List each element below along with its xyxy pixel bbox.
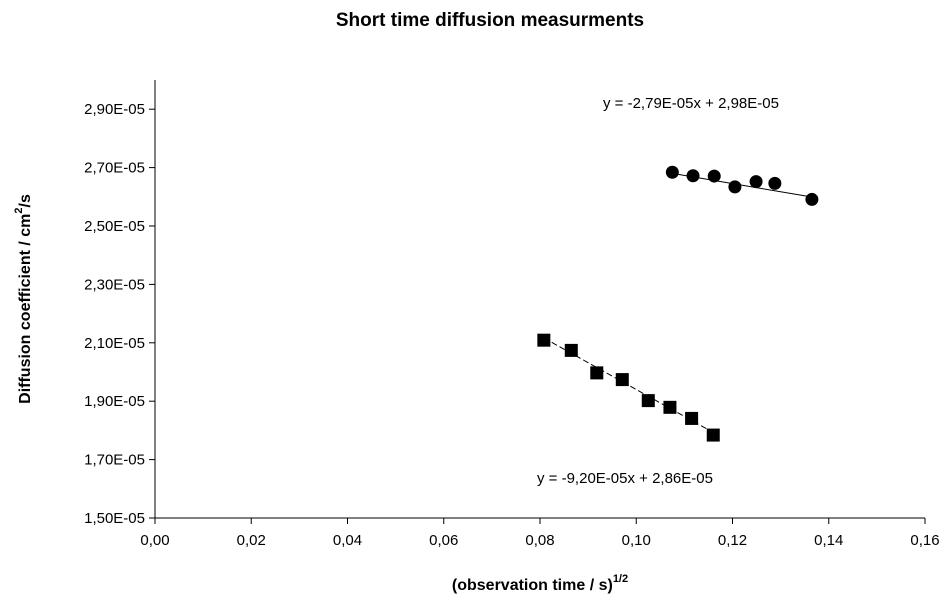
x-tick-label: 0,08 <box>525 532 554 549</box>
data-point-square <box>641 394 655 408</box>
x-ticks: 0,00 0,02 0,04 0,06 0,08 0,10 0,12 0,14 0,16 <box>140 518 940 549</box>
y-axis-title-suffix: /s <box>17 194 34 207</box>
y-tick-label: 1,90E-05 <box>84 393 145 410</box>
x-axis-title-sup: 1/2 <box>613 573 628 585</box>
x-tick-label: 0,12 <box>718 532 747 549</box>
x-tick-label: 0,00 <box>140 532 169 549</box>
x-tick-label: 0,04 <box>333 532 362 549</box>
x-tick-label: 0,16 <box>910 532 939 549</box>
data-point-square <box>663 400 677 414</box>
y-axis-title-sup: 2 <box>13 207 25 213</box>
data-point-square <box>537 333 551 347</box>
y-tick-label: 1,70E-05 <box>84 452 145 469</box>
x-tick-label: 0,02 <box>237 532 266 549</box>
data-point-circle <box>686 169 700 183</box>
data-point-square <box>564 343 578 357</box>
x-tick-label: 0,06 <box>429 532 458 549</box>
y-tick-label: 2,70E-05 <box>84 160 145 177</box>
y-tick-label: 2,30E-05 <box>84 276 145 293</box>
x-tick-label: 0,14 <box>814 532 843 549</box>
data-point-circle <box>749 175 763 189</box>
x-tick-label: 0,10 <box>622 532 651 549</box>
data-point-circle <box>768 176 782 190</box>
axes <box>154 80 925 519</box>
y-ticks: 1,50E-05 1,70E-05 1,90E-05 2,10E-05 2,30E-05… <box>84 101 155 527</box>
data-point-circle <box>707 169 721 183</box>
data-point-circle <box>728 180 742 194</box>
y-axis-title-main: Diffusion coefficient / cm <box>17 214 34 404</box>
data-point-circle <box>805 192 819 206</box>
equation-series-1: y = -2,79E-05x + 2,98E-05 <box>603 95 779 112</box>
y-axis-title: Diffusion coefficient / cm2/s <box>13 194 34 404</box>
trendlines <box>543 172 812 433</box>
equation-series-2: y = -9,20E-05x + 2,86E-05 <box>537 470 713 487</box>
y-tick-label: 2,90E-05 <box>84 101 145 118</box>
data-point-square <box>685 411 699 425</box>
data-point-square <box>590 366 604 380</box>
x-axis-title: (observation time / s)1/2 <box>452 573 628 594</box>
data-point-square <box>706 428 720 442</box>
y-tick-label: 2,50E-05 <box>84 218 145 235</box>
chart-title: Short time diffusion measurments <box>336 10 644 31</box>
y-tick-label: 1,50E-05 <box>84 510 145 527</box>
markers <box>537 165 819 442</box>
data-point-circle <box>665 165 679 179</box>
y-tick-label: 2,10E-05 <box>84 335 145 352</box>
x-axis-title-main: (observation time / s) <box>452 577 613 594</box>
data-point-square <box>615 373 629 387</box>
